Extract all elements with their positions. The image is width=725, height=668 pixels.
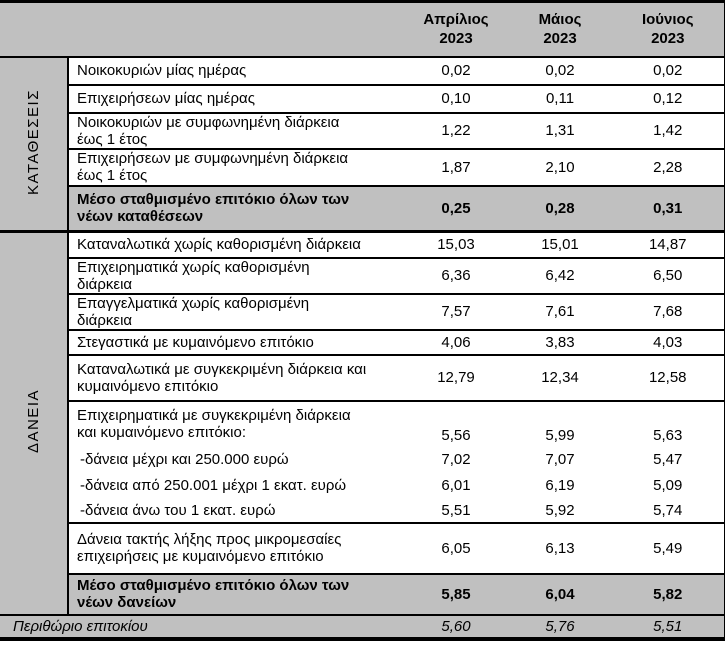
value-cell: 5,74 (612, 498, 725, 523)
deposits-weighted-average-row: Μέσο σταθμισμένο επιτόκιο όλων των νέων … (0, 184, 725, 232)
sub-row-loans-over-1m: -δάνεια άνω του 1 εκατ. ευρώ 5,51 5,92 5… (0, 498, 725, 523)
value-cell: 5,56 (404, 399, 508, 447)
value-cell: 5,92 (545, 501, 575, 519)
table-row: Επιχειρήσεων με συμφωνημένη διάρκεια έως… (0, 147, 725, 186)
value-cell: 5,47 (612, 446, 725, 473)
value-cell: 0,12 (612, 83, 725, 113)
value-cell: 5,82 (612, 572, 725, 615)
interest-rates-table-container: Απρίλιος 2023 Μάιος 2023 Ιούνιος 2023 ΚΑ… (0, 0, 725, 641)
value-cell: 4,06 (404, 328, 508, 355)
table-row: Καταναλωτικά με συγκεκριμένη διάρκεια κα… (0, 353, 725, 401)
row-label: Επιχειρηματικά με συγκεκριμένη διάρκεια … (68, 399, 404, 447)
value-cell: 0,02 (612, 55, 725, 85)
value-cell: 2,28 (612, 147, 725, 186)
value-cell: 7,68 (612, 292, 725, 330)
value-cell: 0,25 (404, 184, 508, 232)
value-cell: 5,63 (612, 399, 725, 447)
business-loans-group-row: Επιχειρηματικά με συγκεκριμένη διάρκεια … (0, 399, 725, 447)
value-cell: 15,01 (508, 230, 612, 258)
value-cell: 7,07 (545, 451, 575, 468)
value-cell: 15,03 (404, 230, 508, 258)
value-cell: 5,09 (612, 472, 725, 499)
value-cell: 6,13 (508, 521, 612, 574)
row-label: Νοικοκυριών με συμφωνημένη διάρκεια έως … (68, 111, 404, 149)
row-label: -δάνεια άνω του 1 εκατ. ευρώ (80, 501, 276, 519)
row-label: Μέσο σταθμισμένο επιτόκιο όλων των νέων … (68, 572, 404, 615)
value-cell: 1,42 (612, 111, 725, 149)
header-month-june: Ιούνιος 2023 (612, 0, 725, 58)
value-cell: 0,02 (404, 55, 508, 85)
row-label: Μέσο σταθμισμένο επιτόκιο όλων των νέων … (68, 184, 404, 232)
value-cell: 0,02 (508, 55, 612, 85)
value-cell: 0,10 (404, 83, 508, 113)
value-cell: 0,31 (612, 184, 725, 232)
value-cell: 5,76 (508, 613, 612, 641)
value-cell: 5,99 (508, 399, 612, 447)
row-label: -δάνεια από 250.001 μέχρι 1 εκατ. ευρώ (80, 477, 347, 494)
row-label: Επιχειρήσεων μίας ημέρας (68, 83, 404, 113)
row-label: Νοικοκυριών μίας ημέρας (68, 55, 404, 85)
row-label: Επιχειρηματικά χωρίς καθορισμένη διάρκει… (68, 256, 404, 294)
row-label: Δάνεια τακτής λήξης προς μικρομεσαίες επ… (68, 521, 404, 574)
sub-row-loans-up-to-250k: -δάνεια μέχρι και 250.000 ευρώ 7,02 7,07… (0, 446, 725, 473)
value-cell: 1,87 (404, 147, 508, 186)
value-cell: 6,36 (404, 256, 508, 294)
value-cell: 6,19 (545, 477, 575, 494)
table-row: Επαγγελματικά χωρίς καθορισμένη διάρκεια… (0, 292, 725, 330)
header-month-may: Μάιος 2023 (508, 0, 612, 58)
value-cell: 7,57 (404, 292, 508, 330)
row-label: Καταναλωτικά χωρίς καθορισμένη διάρκεια (68, 230, 404, 258)
row-label: Επιχειρήσεων με συμφωνημένη διάρκεια έως… (68, 147, 404, 186)
table-row: Στεγαστικά με κυμαινόμενο επιτόκιο 4,06 … (0, 328, 725, 355)
deposits-vertical-label: ΚΑΤΑΘΕΣΕΙΣ (25, 88, 42, 195)
loans-weighted-average-row: Μέσο σταθμισμένο επιτόκιο όλων των νέων … (0, 572, 725, 615)
value-cell: 5,51 (612, 613, 725, 641)
section-label-deposits: ΚΑΤΑΘΕΣΕΙΣ (0, 55, 69, 232)
value-cell: 12,58 (612, 353, 725, 401)
header-corner-cell (0, 0, 404, 58)
table-row: Επιχειρηματικά χωρίς καθορισμένη διάρκει… (0, 256, 725, 294)
value-cell: 4,03 (612, 328, 725, 355)
row-label: Στεγαστικά με κυμαινόμενο επιτόκιο (68, 328, 404, 355)
value-cell: 6,04 (508, 572, 612, 615)
value-cell: 6,01 (441, 477, 471, 494)
sub-row-loans-250k-to-1m: -δάνεια από 250.001 μέχρι 1 εκατ. ευρώ 6… (0, 472, 725, 499)
table-row: Νοικοκυριών με συμφωνημένη διάρκεια έως … (0, 111, 725, 149)
value-cell: 7,61 (508, 292, 612, 330)
value-cell: 7,02 (441, 451, 471, 468)
value-cell: 5,60 (404, 613, 508, 641)
value-cell: 6,42 (508, 256, 612, 294)
header-month-april: Απρίλιος 2023 (404, 0, 508, 58)
interest-margin-row: Περιθώριο επιτοκίου 5,60 5,76 5,51 (0, 613, 725, 641)
value-cell: 12,79 (404, 353, 508, 401)
table-row: ΔΑΝΕΙΑ Καταναλωτικά χωρίς καθορισμένη δι… (0, 230, 725, 615)
value-cell: 0,11 (508, 83, 612, 113)
value-cell: 6,05 (404, 521, 508, 574)
table-row: ΚΑΤΑΘΕΣΕΙΣ Νοικοκυριών μίας ημέρας 0,02 … (0, 55, 725, 232)
value-cell: 12,34 (508, 353, 612, 401)
value-cell: 6,50 (612, 256, 725, 294)
table-row: Επιχειρήσεων μίας ημέρας 0,10 0,11 0,12 (0, 83, 725, 113)
rates-table: Απρίλιος 2023 Μάιος 2023 Ιούνιος 2023 ΚΑ… (0, 0, 725, 641)
value-cell: 0,28 (508, 184, 612, 232)
table-row: Δάνεια τακτής λήξης προς μικρομεσαίες επ… (0, 521, 725, 574)
value-cell: 5,51 (441, 501, 471, 519)
row-label: Επαγγελματικά χωρίς καθορισμένη διάρκεια (68, 292, 404, 330)
interest-margin-label: Περιθώριο επιτοκίου (0, 613, 404, 641)
value-cell: 1,22 (404, 111, 508, 149)
loans-vertical-label: ΔΑΝΕΙΑ (25, 389, 42, 454)
value-cell: 5,85 (404, 572, 508, 615)
value-cell: 2,10 (508, 147, 612, 186)
section-label-loans: ΔΑΝΕΙΑ (0, 230, 69, 615)
row-label: Καταναλωτικά με συγκεκριμένη διάρκεια κα… (68, 353, 404, 401)
value-cell: 1,31 (508, 111, 612, 149)
row-label: -δάνεια μέχρι και 250.000 ευρώ (80, 451, 289, 468)
header-row: Απρίλιος 2023 Μάιος 2023 Ιούνιος 2023 (0, 0, 725, 58)
value-cell: 14,87 (612, 230, 725, 258)
value-cell: 5,49 (612, 521, 725, 574)
value-cell: 3,83 (508, 328, 612, 355)
